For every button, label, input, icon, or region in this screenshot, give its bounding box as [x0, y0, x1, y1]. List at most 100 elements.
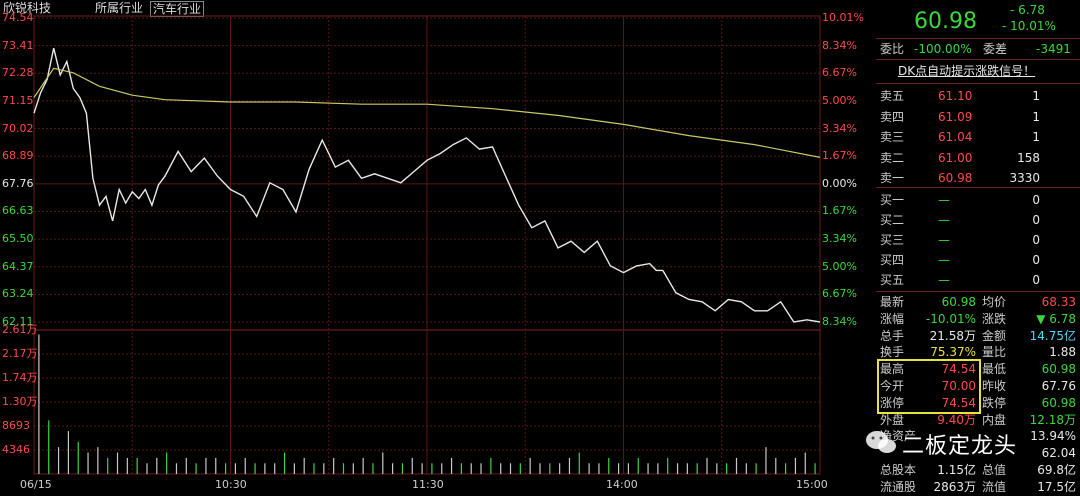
stats-row: 外盘 9.40万 内盘 12.18万 [876, 412, 1080, 429]
stat-value: ▼ 6.78 [1036, 311, 1076, 326]
average-price-line [33, 67, 821, 158]
book-qty: 0 [1032, 213, 1040, 227]
percent-tick-label: 6.67% [822, 287, 857, 301]
stat-label: 总手 [880, 328, 905, 343]
time-label-1400: 14:00 [606, 478, 638, 491]
highlight-box [877, 359, 981, 414]
stat-label: 最新 [880, 295, 905, 309]
price-tick-label: 63.24 [2, 287, 34, 301]
stat-value: 70.00 [941, 379, 976, 393]
stats-row: 最新 60.98 均价 68.33 [876, 294, 1080, 311]
book-label: 买一 [880, 193, 905, 207]
dk-alert-banner[interactable]: DK点自动提示涨跌信号！ [898, 64, 1036, 78]
bid-row: 买五 — 0 [876, 271, 1080, 289]
book-qty: 0 [1032, 273, 1040, 287]
watermark-text: 二板定龙头 [902, 434, 1018, 459]
stat-label: 均价 [982, 295, 1007, 309]
bid-row: 买一 — 0 [876, 191, 1080, 209]
book-qty: 0 [1032, 233, 1040, 247]
book-price: 61.10 [938, 89, 973, 103]
book-price: — [938, 193, 950, 207]
book-qty: 1 [1032, 89, 1040, 103]
stats-row: 总股本 1.15亿 总值 69.8亿 [876, 462, 1080, 479]
weibi-value: -100.00% [914, 42, 972, 56]
stats-row: 最高 74.54 最低 60.98 [876, 361, 1080, 378]
stat-value: 9.40万 [937, 412, 976, 427]
wechat-icon [866, 431, 896, 453]
stat-label: 涨幅 [880, 311, 905, 326]
stat-value: 13.94% [1030, 429, 1076, 444]
book-price: — [938, 213, 950, 227]
volume-tick-label: 1.30万 [2, 395, 38, 408]
stat-value: 67.76 [1041, 379, 1076, 393]
price-tick-label: 67.76 [2, 176, 34, 190]
book-price: 61.04 [938, 130, 973, 144]
stat-label: 外盘 [880, 412, 905, 427]
price-tick-label: 71.15 [2, 93, 34, 107]
stat-label: 最高 [880, 362, 905, 377]
book-label: 卖三 [880, 130, 905, 144]
stats-row: 62.04 [876, 445, 1080, 462]
percent-tick-label: 0.00% [822, 176, 857, 190]
book-price: — [938, 233, 950, 247]
stat-label: 涨停 [880, 395, 905, 410]
book-qty: 0 [1032, 253, 1040, 267]
bid-row: 买二 — 0 [876, 211, 1080, 229]
book-label: 卖一 [880, 171, 905, 185]
book-label: 买四 [880, 253, 905, 267]
quote-price-row: 60.98 - 6.78 - 10.01% [876, 3, 1080, 36]
volume-tick-label: 8693 [2, 419, 30, 432]
stat-label: 换手 [880, 345, 905, 360]
ask-row: 卖四 61.09 1 [876, 108, 1080, 126]
stat-label: 涨跌 [982, 311, 1007, 326]
book-label: 买二 [880, 213, 905, 227]
stat-label: 最低 [982, 362, 1007, 377]
stat-value: 68.33 [1041, 295, 1076, 309]
price-change: - 6.78 [1010, 3, 1045, 17]
stat-label: 跌停 [982, 395, 1007, 410]
stat-label: 总股本 [880, 463, 917, 477]
ask-row: 卖三 61.04 1 [876, 128, 1080, 146]
watermark: 二板定龙头 [862, 424, 1080, 460]
bid-row: 买四 — 0 [876, 251, 1080, 269]
price-line [33, 47, 821, 323]
stat-label: 内盘 [982, 412, 1007, 427]
percent-tick-label: 8.34% [822, 315, 857, 328]
stats-row: 涨幅 -10.01% 涨跌 ▼ 6.78 [876, 311, 1080, 328]
stock-name: 欣锐科技 [3, 1, 52, 15]
book-qty: 158 [1017, 150, 1040, 165]
chart-header: 欣锐科技 所属行业 汽车行业 [0, 0, 873, 17]
stat-value: 74.54 [941, 362, 976, 377]
ask-row: 卖一 60.98 3330 [876, 169, 1080, 187]
stats-row: 换手 75.37% 量比 1.88 [876, 344, 1080, 361]
time-label-1030: 10:30 [215, 478, 247, 491]
price-tick-label: 72.28 [2, 66, 34, 80]
stat-value: 1.15亿 [937, 463, 976, 477]
percent-tick-label: 5.00% [822, 93, 857, 107]
stat-value: 14.75亿 [1029, 328, 1076, 343]
stat-value: 1.88 [1049, 345, 1076, 360]
industry-tab[interactable]: 所属行业 [95, 1, 144, 15]
stat-label: 昨收 [982, 379, 1007, 393]
price-tick-label: 65.50 [2, 232, 34, 246]
percent-tick-label: 3.34% [822, 121, 857, 135]
ask-row: 卖五 61.10 1 [876, 87, 1080, 105]
book-label: 买五 [880, 273, 905, 287]
stat-value: 60.98 [1041, 362, 1076, 377]
stat-value: 69.8亿 [1037, 463, 1076, 477]
book-price: 61.00 [938, 150, 973, 165]
quote-panel: 60.98 - 6.78 - 10.01% 委比 -100.00% 委差 -34… [876, 0, 1080, 496]
percent-tick-label: 10.01% [822, 11, 864, 24]
ask-row: 卖二 61.00 158 [876, 149, 1080, 167]
stats-row: 总手 21.58万 金额 14.75亿 [876, 328, 1080, 345]
stat-value: 60.98 [941, 295, 976, 309]
volume-tick-label: 1.74万 [2, 371, 38, 384]
book-qty: 3330 [1009, 171, 1040, 185]
bid-row: 买三 — 0 [876, 231, 1080, 249]
book-qty: 1 [1032, 109, 1040, 124]
price-chart [33, 15, 821, 475]
book-price: — [938, 273, 950, 287]
volume-tick-label: 2.17万 [2, 347, 38, 360]
price-tick-label: 66.63 [2, 204, 34, 218]
current-price: 60.98 [914, 9, 977, 34]
